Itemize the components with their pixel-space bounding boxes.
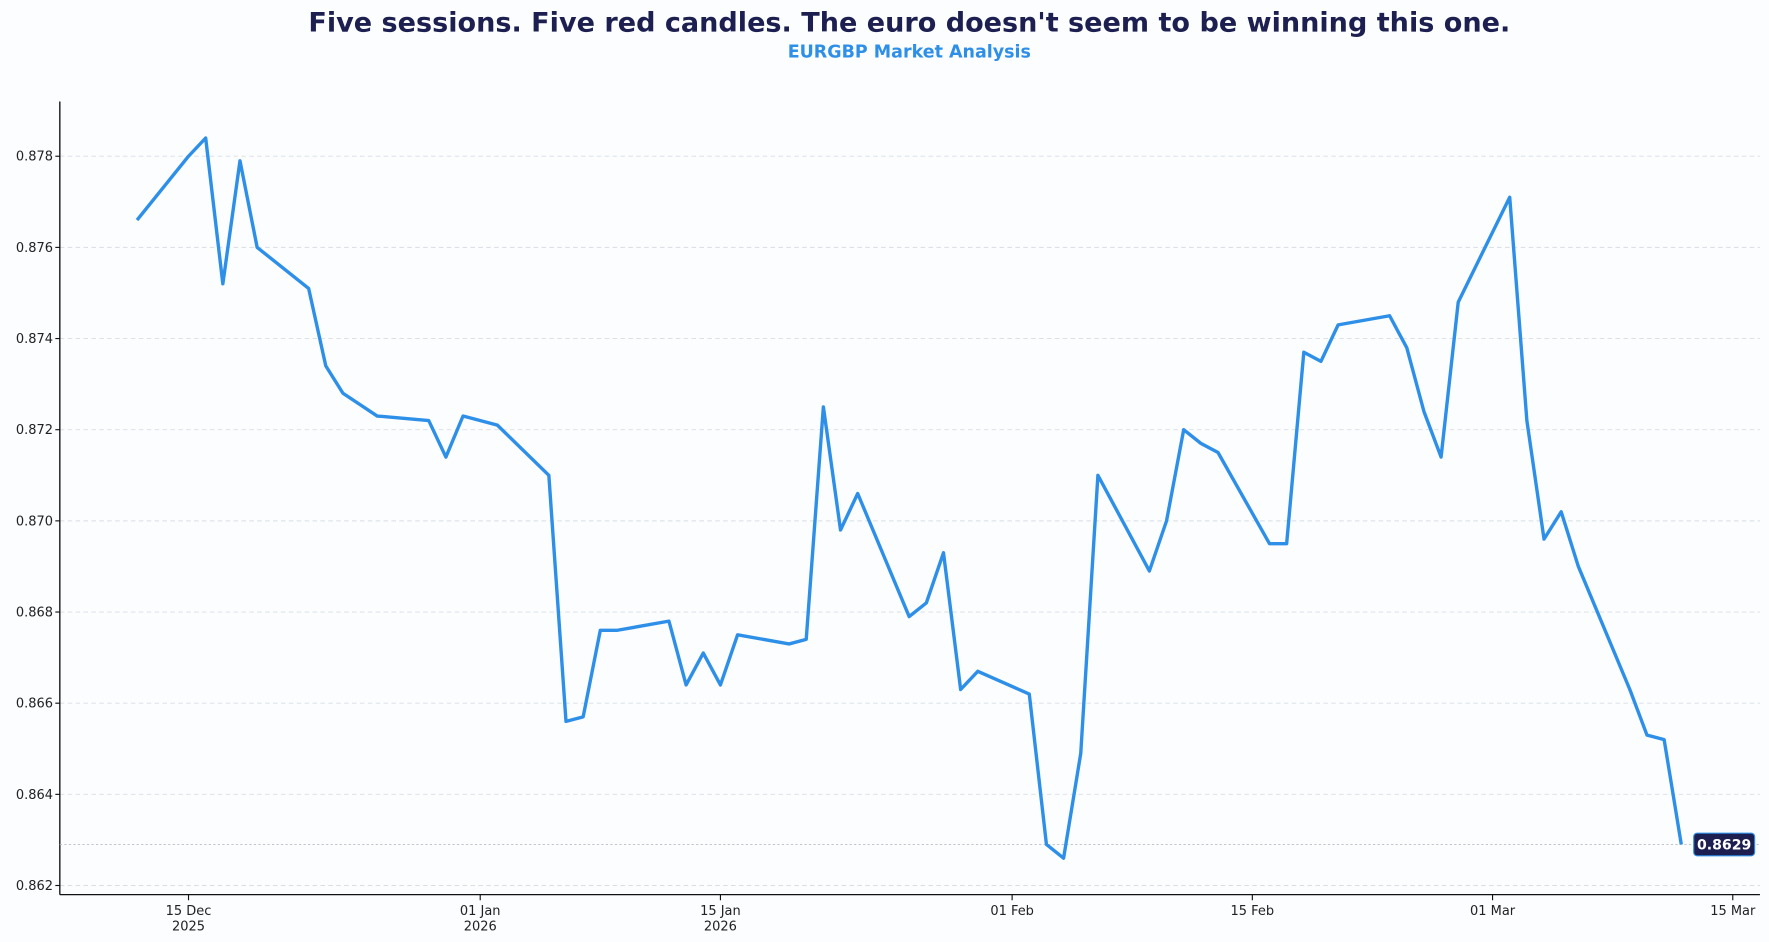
last-value-badge-bg	[1693, 832, 1756, 857]
x-tick-year-label: 2026	[464, 920, 497, 935]
series-line	[135, 136, 1683, 860]
y-tick-label: 0.868	[16, 606, 53, 621]
x-tick-label: 15 Mar	[1710, 904, 1756, 919]
last-value-label: 0.8629	[1697, 838, 1751, 854]
x-tick-label: 15 Dec	[166, 904, 212, 919]
y-tick-label: 0.878	[16, 150, 53, 165]
grid-lines	[59, 155, 1760, 886]
x-tick-label: 01 Mar	[1470, 904, 1516, 919]
y-tick-label: 0.864	[16, 788, 53, 803]
y-tick-label: 0.866	[16, 697, 53, 712]
y-tick-label: 0.870	[16, 514, 53, 529]
chart-subtitle: EURGBP Market Analysis	[788, 43, 1031, 63]
y-tick-label: 0.872	[16, 423, 53, 438]
x-tick-label: 01 Feb	[990, 904, 1034, 919]
x-tick-year-label: 2025	[172, 920, 205, 935]
last-value-badge: 0.8629	[1693, 832, 1756, 857]
y-axis-ticks: 0.862 0.864 0.866 0.868 0.870 0.872 0.874 0.876…	[16, 150, 60, 894]
chart-title: Five sessions. Five red candles. The eur…	[308, 8, 1510, 39]
y-tick-label: 0.874	[16, 332, 53, 347]
x-tick-year-label: 2026	[704, 920, 737, 935]
y-tick-label: 0.876	[16, 241, 53, 256]
x-tick-label: 15 Feb	[1231, 904, 1275, 919]
x-tick-label: 15 Jan	[700, 904, 741, 919]
series-eurgbp	[59, 136, 1760, 860]
x-tick-label: 01 Jan	[460, 904, 501, 919]
y-tick-label: 0.862	[16, 879, 53, 894]
